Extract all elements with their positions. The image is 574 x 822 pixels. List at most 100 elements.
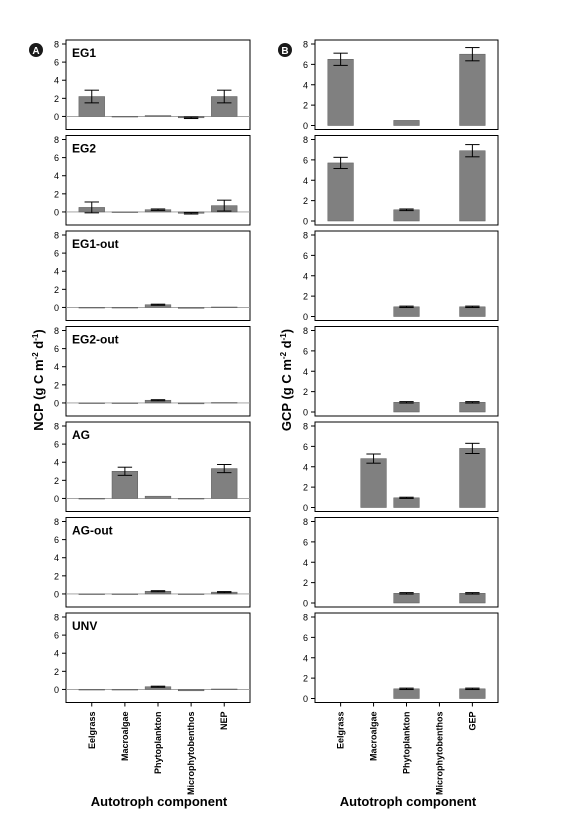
panel-a-subplot-0-ytick-label-4: 8 [54, 40, 59, 50]
panel-b-label: B [281, 46, 288, 57]
panel-b-subplot-6-ytick-label-4: 8 [303, 613, 308, 623]
panel-b-subplot-1-ytick-label-2: 4 [303, 176, 308, 186]
panel-a-subplot-1-name: EG2 [72, 142, 96, 156]
panel-a-subplot-2-ytick-label-2: 4 [54, 267, 59, 277]
panel-a-subplot-1-ytick-label-0: 0 [54, 207, 59, 217]
panel-a-subplot-5-ytick-label-4: 8 [54, 517, 59, 527]
panel-b-subplot-2-ytick-label-3: 6 [303, 251, 308, 261]
panel-a-subplot-6-bar-3 [177, 689, 205, 692]
panel-a-subplot-4-ytick-label-3: 6 [54, 440, 59, 450]
panel-a-subplot-1-frame [65, 135, 251, 226]
panel-a-label: A [32, 46, 39, 57]
panel-b-subplot-2-ytick-label-0: 0 [303, 312, 308, 322]
panel-b-subplot-5-bar-4 [459, 593, 486, 604]
panel-a-subplot-1-ytick-label-2: 4 [54, 171, 59, 181]
panel-b-subplot-4-ytick-label-0: 0 [303, 503, 308, 513]
right-y-axis-title-mid: d [279, 340, 294, 352]
panel-b-subplot-1-ytick-label-0: 0 [303, 217, 308, 227]
panel-b-badge: B [278, 43, 292, 57]
panel-b-xtick-label-4: GEP [467, 712, 477, 731]
panel-b-xtick-label-1: Macroalgae [369, 712, 379, 762]
panel-b-subplot-3-bar-2 [393, 402, 420, 413]
panel-b-subplot-5-ytick-label-1: 2 [303, 578, 308, 588]
panel-a-subplot-0-ytick-label-0: 0 [54, 112, 59, 122]
panel-a-subplot-5-ytick-label-1: 2 [54, 571, 59, 581]
panel-a-subplot-0-bar-1 [111, 116, 139, 118]
subplots-group: 0 2 4 6 8 EG1 0 2 4 6 8 EG2 0 2 4 6 8 EG1-out 0 2 4 6 8 EG2-out… [54, 39, 499, 796]
panel-a-subplot-5-bar-1 [111, 593, 139, 595]
panel-a-subplot-4-bar-4 [211, 468, 238, 499]
panel-b-subplot-4-ytick-label-3: 6 [303, 442, 308, 452]
panel-b-subplot-4-ytick-label-2: 4 [303, 462, 308, 472]
panel-a-subplot-5-ytick-label-3: 6 [54, 535, 59, 545]
panel-b-subplot-5-bar-2 [393, 593, 420, 604]
panel-a-subplot-0-bar-2 [144, 115, 172, 117]
panel-b-subplot-4-bar-4 [459, 448, 486, 508]
panel-b-subplot-3-ytick-label-1: 2 [303, 387, 308, 397]
panel-b-subplot-1-ytick-label-3: 6 [303, 155, 308, 165]
panel-b-subplot-0-bar-0 [327, 59, 354, 126]
panel-b-subplot-0-bar-2 [393, 120, 420, 126]
panel-b-subplot-2-bar-2 [393, 306, 420, 317]
panel-a-subplot-2-ytick-label-1: 2 [54, 285, 59, 295]
panel-b-xtick-label-3: Microphytobenthos [434, 712, 444, 796]
left-y-axis-title-sup2: -1 [31, 333, 40, 341]
panel-b-subplot-1-ytick-label-4: 8 [303, 135, 308, 145]
panel-b-subplot-3-ytick-label-2: 4 [303, 367, 308, 377]
panel-a-subplot-2-ytick-label-4: 8 [54, 231, 59, 241]
panel-a-subplot-4-ytick-label-2: 4 [54, 458, 59, 468]
panel-b-subplot-5-ytick-label-2: 4 [303, 558, 308, 568]
panel-a-subplot-3-ytick-label-3: 6 [54, 344, 59, 354]
panel-a-subplot-6-bar-4 [211, 688, 238, 690]
panel-b-subplot-0-ytick-label-3: 6 [303, 60, 308, 70]
panel-b-subplot-2-bar-4 [459, 306, 486, 317]
panel-a-subplot-2-ytick-label-0: 0 [54, 303, 59, 313]
panel-b-subplot-0-bar-4 [459, 53, 486, 126]
panel-b-xtick-label-2: Phytoplankton [402, 712, 412, 775]
panel-a-subplot-6-ytick-label-0: 0 [54, 685, 59, 695]
right-y-axis-title-main: GCP (g C m [279, 359, 294, 431]
panel-a-subplot-2-ytick-label-3: 6 [54, 249, 59, 259]
panel-b-subplot-2-ytick-label-2: 4 [303, 271, 308, 281]
panel-b-subplot-3-bar-4 [459, 402, 486, 413]
panel-b-subplot-6-ytick-label-3: 6 [303, 633, 308, 643]
panel-a-xtick-label-2: Phytoplankton [153, 712, 163, 775]
panel-a-subplot-0-name: EG1 [72, 46, 96, 60]
left-y-axis-title: NCP (g C m-2 d-1) [31, 329, 46, 430]
panel-a-subplot-3-ytick-label-4: 8 [54, 326, 59, 336]
panel-a-subplot-2-bar-1 [111, 307, 139, 309]
panel-a-subplot-6-ytick-label-1: 2 [54, 667, 59, 677]
panel-a-subplot-1-ytick-label-4: 8 [54, 135, 59, 145]
panel-a-subplot-0-ytick-label-3: 6 [54, 58, 59, 68]
right-y-axis-title: GCP (g C m-2 d-1) [279, 329, 294, 431]
panel-b-subplot-2-ytick-label-4: 8 [303, 231, 308, 241]
panel-a-subplot-4-bar-2 [144, 495, 172, 499]
panel-a-subplot-6-bar-1 [111, 689, 139, 691]
panel-a-subplot-5-bar-3 [177, 593, 205, 595]
panel-a-subplot-5-ytick-label-2: 4 [54, 553, 59, 563]
left-y-axis-title-sup1: -2 [31, 352, 40, 360]
panel-a-subplot-4-ytick-label-4: 8 [54, 422, 59, 432]
panel-b-subplot-5-ytick-label-0: 0 [303, 599, 308, 609]
panel-a-subplot-1-ytick-label-1: 2 [54, 189, 59, 199]
panel-a-subplot-3-bar-3 [177, 402, 205, 405]
panel-a-subplot-2-name: EG1-out [72, 237, 119, 251]
panel-b-subplot-1-bar-4 [459, 150, 486, 222]
panel-b-subplot-1-bar-0 [327, 162, 354, 222]
panel-b-subplot-5-ytick-label-4: 8 [303, 517, 308, 527]
right-x-axis-title: Autotroph component [340, 794, 477, 809]
panel-a-subplot-4-name: AG [72, 428, 90, 442]
panel-b-subplot-2-ytick-label-1: 2 [303, 292, 308, 302]
panel-a-subplot-6-bar-0 [78, 689, 105, 691]
panel-b-subplot-6-bar-2 [393, 688, 420, 699]
right-y-axis-title-end: ) [279, 329, 294, 333]
panel-a-subplot-4-bar-3 [177, 498, 205, 500]
panel-b-subplot-4-bar-1 [360, 458, 387, 508]
panel-a-subplot-0-ytick-label-1: 2 [54, 94, 59, 104]
panel-a-subplot-3-ytick-label-1: 2 [54, 380, 59, 390]
panel-b-subplot-0-ytick-label-0: 0 [303, 121, 308, 131]
panel-a-xtick-label-3: Microphytobenthos [186, 712, 196, 796]
panel-a-subplot-6-ytick-label-4: 8 [54, 613, 59, 623]
